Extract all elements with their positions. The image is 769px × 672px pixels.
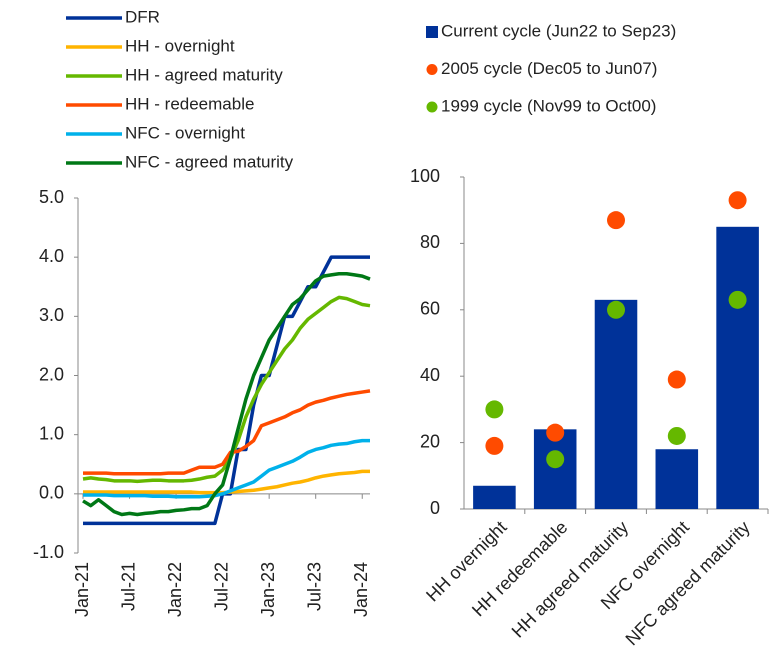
y-tick-label: 0.0: [39, 483, 64, 503]
legend-label: HH - agreed maturity: [125, 65, 283, 84]
legend-swatch: [426, 26, 438, 38]
legend-label: 1999 cycle (Nov99 to Oct00): [441, 96, 656, 115]
y-tick-label: -1.0: [33, 542, 64, 562]
dot: [728, 191, 747, 210]
legend-label: HH - redeemable: [125, 94, 254, 113]
legend-label: DFR: [125, 7, 160, 26]
data-line: [83, 438, 370, 499]
dot: [667, 370, 686, 389]
y-tick-label: 20: [420, 431, 440, 451]
y-tick-label: 4.0: [39, 246, 64, 266]
x-tick-label: Jan-22: [165, 562, 185, 617]
x-tick-label: Jul-23: [304, 562, 324, 611]
legend-label: HH - overnight: [125, 36, 235, 55]
x-tick-label: Jul-22: [211, 562, 231, 611]
legend-label: 2005 cycle (Dec05 to Jun07): [441, 59, 657, 78]
bar: [655, 449, 699, 509]
dot: [607, 300, 625, 319]
x-tick-label: Jan-23: [258, 562, 278, 617]
y-tick-label: 3.0: [39, 305, 64, 325]
data-line: [82, 271, 371, 517]
x-tick-label: Jan-21: [72, 562, 92, 617]
x-tick-label: NFC agreed maturity: [622, 517, 754, 649]
dot: [607, 211, 625, 230]
x-tick-label: HH agreed maturity: [508, 517, 632, 641]
y-tick-label: 40: [420, 365, 440, 385]
data-line: [83, 389, 371, 476]
dot: [546, 423, 565, 442]
legend-label: Current cycle (Jun22 to Sep23): [441, 21, 676, 40]
x-tick-label: Jan-24: [351, 562, 371, 617]
bar: [533, 429, 577, 509]
dot: [667, 426, 686, 445]
legend-label: NFC - overnight: [125, 123, 245, 142]
y-tick-label: 100: [410, 166, 440, 186]
bar: [716, 226, 759, 510]
y-tick-label: 2.0: [39, 364, 64, 384]
dot: [546, 450, 565, 469]
y-tick-label: 0: [430, 498, 440, 518]
y-tick-label: 60: [420, 299, 440, 319]
y-tick-label: 5.0: [39, 187, 64, 207]
data-line: [83, 255, 370, 526]
legend-swatch: [426, 64, 438, 75]
legend-label: NFC - agreed maturity: [125, 152, 294, 171]
data-line: [82, 295, 371, 484]
y-tick-label: 1.0: [39, 423, 64, 443]
bar: [594, 299, 638, 509]
dot: [728, 290, 747, 309]
y-tick-label: 80: [420, 232, 440, 252]
legend-swatch: [426, 101, 438, 113]
dot: [485, 400, 504, 419]
x-tick-label: Jul-21: [118, 562, 138, 611]
dot: [485, 436, 504, 455]
bar: [473, 485, 516, 509]
